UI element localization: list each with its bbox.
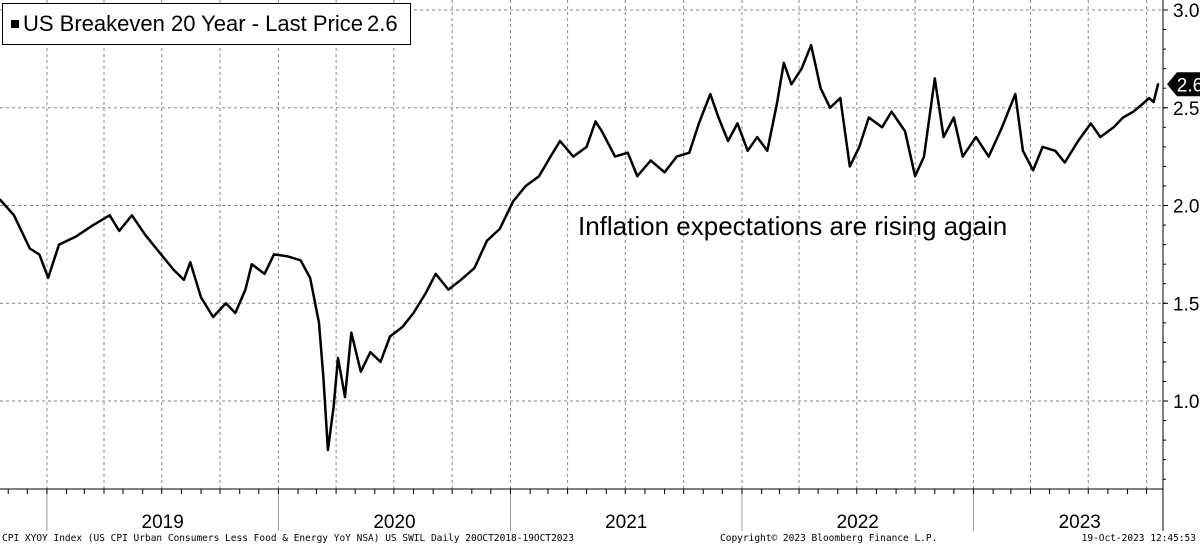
y-tick-label: 2.0 (1173, 197, 1199, 218)
legend-last-price-label: Last Price (265, 11, 363, 36)
y-tick-label: 3.0 (1173, 1, 1199, 22)
legend-box: US Breakeven 20 Year - Last Price 2.6 (2, 3, 411, 45)
x-year-label: 2022 (837, 512, 879, 533)
legend-last-price-value: 2.6 (367, 11, 398, 36)
legend-separator: - (245, 11, 266, 36)
footer-source: CPI XYOY Index (US CPI Urban Consumers L… (2, 533, 574, 544)
x-year-label: 2020 (373, 512, 415, 533)
series-line (0, 43, 1160, 452)
footer-timestamp: 19-Oct-2023 12:45:53 (1081, 533, 1196, 544)
x-year-label: 2023 (1059, 512, 1101, 533)
y-tick-label: 1.0 (1173, 392, 1199, 413)
x-year-label: 2019 (142, 512, 184, 533)
last-value-tag (1167, 72, 1200, 97)
legend-series-name: US Breakeven 20 Year (23, 11, 246, 36)
chart-annotation: Inflation expectations are rising again (578, 211, 1008, 241)
legend-marker-icon (11, 20, 19, 28)
y-tick-label: 1.5 (1173, 294, 1199, 315)
x-year-label: 2021 (605, 512, 647, 533)
last-value-label: 2.6 (1177, 75, 1200, 96)
y-tick-label: 2.5 (1173, 99, 1199, 120)
footer-copyright: Copyright© 2023 Bloomberg Finance L.P. (720, 533, 938, 544)
